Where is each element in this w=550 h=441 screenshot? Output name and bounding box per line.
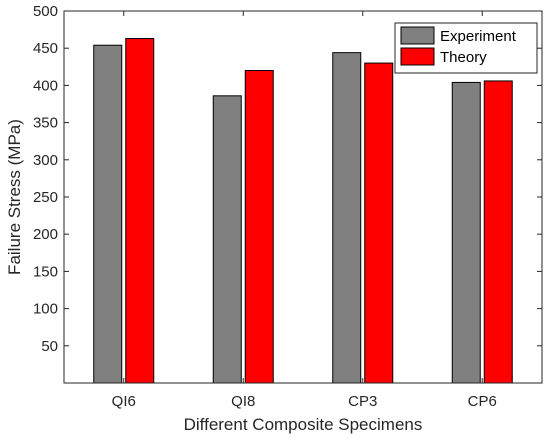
x-tick-label-qi8: QI8	[231, 393, 255, 410]
y-tick-label-150: 150	[33, 263, 58, 280]
y-tick-label-50: 50	[41, 338, 58, 355]
x-axis-title: Different Composite Specimens	[184, 415, 423, 434]
y-tick-label-200: 200	[33, 226, 58, 243]
x-tick-label-cp3: CP3	[348, 393, 377, 410]
legend-label-experiment: Experiment	[440, 28, 517, 45]
legend-swatch-experiment	[400, 26, 435, 45]
bars	[93, 38, 513, 384]
y-tick-label-100: 100	[33, 301, 58, 318]
x-tick-label-qi6: QI6	[112, 393, 136, 410]
bar-theory-qi6	[125, 38, 155, 384]
bar-theory-cp3	[364, 62, 394, 384]
bar-theory-qi8	[244, 70, 274, 384]
y-axis: 50 100 150 200 250 300 350 400 450 500	[33, 3, 542, 355]
y-tick-label-500: 500	[33, 3, 58, 20]
bar-experiment-qi8	[212, 95, 242, 384]
y-tick-label-300: 300	[33, 152, 58, 169]
bar-experiment-qi6	[93, 44, 123, 384]
x-axis: QI6 QI8 CP3 CP6	[112, 11, 497, 410]
y-tick-label-450: 450	[33, 40, 58, 57]
legend-swatch-theory	[400, 47, 435, 66]
y-tick-label-400: 400	[33, 77, 58, 94]
y-tick-label-250: 250	[33, 189, 58, 206]
y-tick-label-350: 350	[33, 115, 58, 132]
y-axis-title: Failure Stress (MPa)	[5, 119, 24, 275]
bar-experiment-cp3	[332, 52, 362, 384]
x-tick-label-cp6: CP6	[468, 393, 497, 410]
bar-experiment-cp6	[451, 81, 481, 384]
legend: Experiment Theory	[394, 22, 538, 74]
legend-label-theory: Theory	[440, 49, 487, 66]
bar-theory-cp6	[483, 80, 513, 384]
